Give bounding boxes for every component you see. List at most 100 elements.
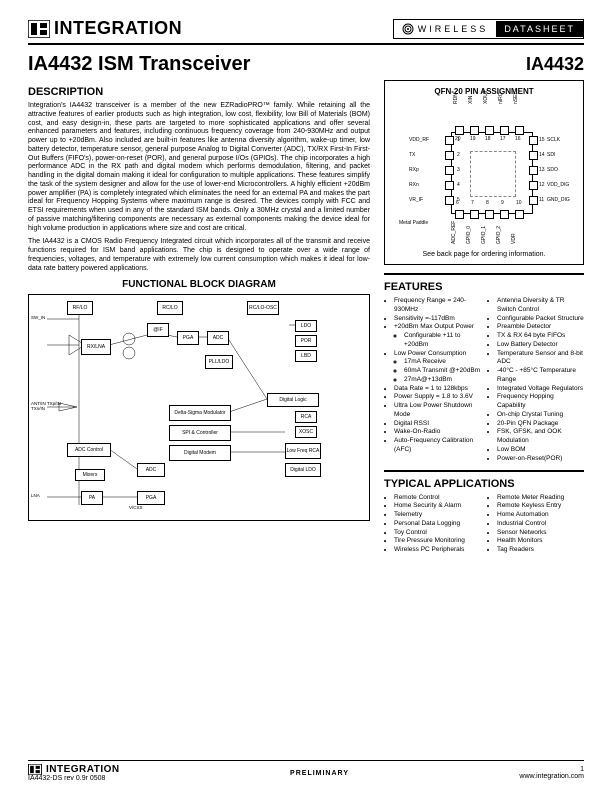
diagram-block: XOSC — [295, 426, 317, 438]
pin-pad — [529, 196, 538, 205]
pin-number: 18 — [485, 136, 491, 142]
app-item: Tire Pressure Monitoring — [394, 537, 481, 546]
pin-number: 11 — [539, 197, 544, 203]
pin-pad — [529, 181, 538, 190]
diagram-block: LBD — [295, 350, 317, 362]
diagram-block: Digital LDO — [285, 463, 321, 477]
pin-note: See back page for ordering information. — [391, 251, 577, 258]
app-item: Industrial Control — [497, 520, 584, 529]
feature-item: Sensitivity =-117dBm — [394, 315, 481, 324]
feature-item: Integrated Voltage Regulators — [497, 385, 584, 394]
footer-status: PRELIMINARY — [290, 770, 349, 777]
pin-label: GND_DIG — [547, 197, 570, 203]
pin-label: VR_IF — [409, 197, 423, 203]
pin-number: 17 — [500, 136, 506, 142]
diagram-block: Mixers — [75, 469, 105, 481]
diagram-block: RCA — [295, 411, 317, 423]
app-item: Remote Meter Reading — [497, 494, 584, 503]
pin-pad — [515, 126, 524, 135]
diagram-label: V/CSS — [129, 505, 163, 510]
diagram-block: Digital Modem — [169, 445, 231, 461]
footer-url: www.integration.com — [519, 773, 584, 780]
feature-item: Auto-Frequency Calibration (AFC) — [394, 437, 481, 455]
feature-subitem: 17mA Receive — [404, 358, 481, 367]
pin-number: 19 — [470, 136, 476, 142]
diagram-label: LNA — [31, 493, 65, 498]
pin-number: 9 — [501, 200, 504, 206]
feature-subitem: Configurable +11 to +20dBm — [404, 332, 481, 350]
pin-pad — [529, 136, 538, 145]
pin-label: nIRQ — [498, 80, 504, 104]
feature-item: Digital RSSI — [394, 420, 481, 429]
description-heading: DESCRIPTION — [28, 86, 370, 98]
diagram-block: Low Freq RCA — [285, 443, 321, 459]
pin-label: RXn — [409, 182, 419, 188]
feature-item: FSK, GFSK, and OOK Modulation — [497, 428, 584, 446]
pin-label: SDI — [547, 152, 555, 158]
feature-item: Preamble Detector — [497, 323, 584, 332]
metal-paddle — [470, 151, 516, 197]
brand-text: INTEGRATION — [54, 18, 182, 39]
feature-item: -40°C - +85°C Temperature Range — [497, 367, 584, 385]
pin-label: GPIO_1 — [481, 218, 487, 244]
pin-diagram: RDN20XIN19XOUT18nIRQ17nSEL16VDD_RF1TX2RX… — [391, 102, 577, 247]
pin-number: 6 — [456, 200, 459, 206]
logo-icon — [28, 20, 50, 38]
diagram-label: SW_IN — [31, 315, 65, 320]
feature-item: On-chip Crystal Tuning — [497, 411, 584, 420]
description-body: Integration's IA4432 transceiver is a me… — [28, 102, 370, 273]
diagram-block: ADC — [207, 331, 229, 345]
pin-label: XOUT — [483, 80, 489, 104]
block-diagram-heading: FUNCTIONAL BLOCK DIAGRAM — [28, 279, 370, 290]
pin-number: 1 — [457, 137, 460, 143]
footer-page-num: 1 — [519, 766, 584, 773]
app-item: Sensor Networks — [497, 529, 584, 538]
app-item: Remote Control — [394, 494, 481, 503]
pin-label: TX — [409, 152, 415, 158]
badge-wireless: WIRELESS — [394, 20, 497, 38]
footer-logo: INTEGRATION — [28, 764, 120, 775]
feature-item: Temperature Sensor and 8-bit ADC — [497, 350, 584, 368]
feature-item: Power Supply = 1.8 to 3.6V — [394, 393, 481, 402]
diagram-block: ADC — [137, 463, 165, 477]
pin-pad — [445, 136, 454, 145]
pin-label: SDO — [547, 167, 558, 173]
pin-number: 3 — [457, 167, 460, 173]
feature-item: Wake-On-Radio — [394, 428, 481, 437]
feature-item: Low Power Consumption — [394, 350, 481, 359]
feature-item: Data Rate = 1 to 128kbps — [394, 385, 481, 394]
pin-pad — [470, 126, 479, 135]
badge-datasheet: DATASHEET — [496, 21, 583, 37]
pin-pad — [500, 126, 509, 135]
app-item: Tag Readers — [497, 546, 584, 555]
pin-number: 15 — [539, 137, 545, 143]
pin-label: VDD_DIG — [547, 182, 569, 188]
feature-item: Frequency Hopping Capability — [497, 393, 584, 411]
pin-label: XIN — [468, 80, 474, 104]
pin-label: ADC_REF — [451, 218, 457, 244]
pin-label: SCLK — [547, 137, 560, 143]
diagram-block: RF/LO — [67, 301, 93, 315]
pin-label: VDR — [511, 218, 517, 244]
desc-para-1: Integration's IA4432 transceiver is a me… — [28, 102, 370, 233]
feature-item: Low BOM — [497, 446, 584, 455]
pin-label: GPIO_0 — [466, 218, 472, 244]
pin-number: 16 — [515, 136, 521, 142]
diagram-label: ANT/IN TXp/IN TXn/IN — [31, 401, 65, 411]
pin-assignment-box: QFN-20 PIN ASSIGNMENT RDN20XIN19XOUT18nI… — [384, 80, 584, 265]
app-item: Telemetry — [394, 511, 481, 520]
diagram-block: RX/LNA — [81, 339, 111, 355]
pin-pad — [445, 151, 454, 160]
diagram-block: POR — [295, 335, 317, 347]
feature-item: Antenna Diversity & TR Switch Control — [497, 297, 584, 315]
diagram-block: RC/LO — [157, 301, 183, 315]
footer-docid: IA4432-DS rev 0.9r 0508 — [28, 775, 120, 782]
pin-number: 14 — [539, 152, 545, 158]
part-number: IA4432 — [526, 54, 584, 75]
feature-item: Power-on-Reset(POR) — [497, 455, 584, 464]
diagram-block: PGA — [137, 491, 165, 505]
pin-number: 7 — [471, 200, 474, 206]
pin-number: 8 — [486, 200, 489, 206]
features-list: Frequency Range = 240-930MHzSensitivity … — [384, 297, 584, 464]
pin-pad — [445, 196, 454, 205]
